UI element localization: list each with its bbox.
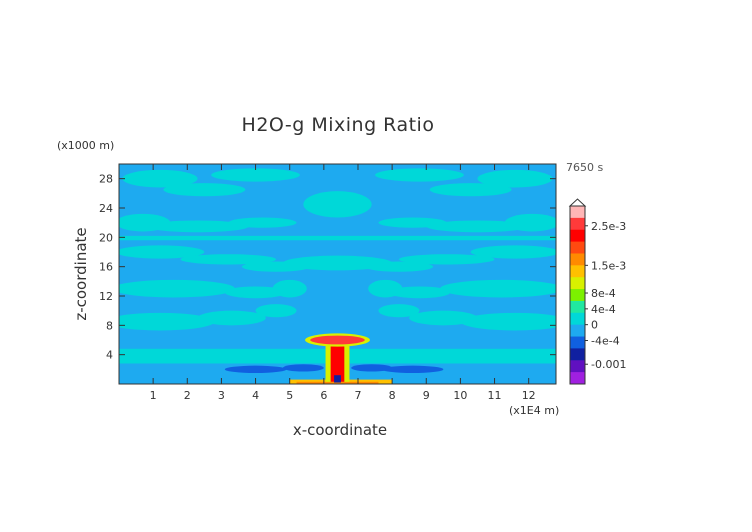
- colorbar-arrow: [568, 198, 587, 207]
- colorbar-swatch: [570, 265, 585, 278]
- colorbar-frame: [569, 205, 586, 385]
- plume-cap: [310, 335, 365, 345]
- moist-region: [180, 254, 277, 265]
- colorbar-swatch: [570, 300, 585, 314]
- moist-region: [224, 286, 287, 299]
- colorbar-swatch: [570, 372, 585, 385]
- colorbar-swatch: [570, 241, 585, 254]
- colorbar-swatch: [570, 217, 585, 231]
- y-axis-ticks: 4 8 12 16 20 24 28: [99, 173, 556, 362]
- moist-region: [119, 245, 205, 259]
- x-tick-label: 6: [320, 389, 327, 402]
- moist-region: [368, 279, 403, 298]
- colorbar-label: 1.5e-3: [591, 259, 626, 272]
- surface-band: [296, 381, 379, 384]
- moist-region: [163, 183, 246, 197]
- y-tick-label: 8: [106, 319, 113, 332]
- colorbar-swatch: [570, 324, 585, 338]
- moist-region: [146, 220, 249, 233]
- moist-region: [211, 168, 300, 182]
- x-tick-label: 12: [522, 389, 536, 402]
- moist-region: [477, 169, 553, 188]
- y-tick-label: 16: [99, 261, 113, 274]
- x-tick-label: 9: [423, 389, 430, 402]
- dry-region: [351, 364, 393, 372]
- dry-region: [224, 365, 287, 374]
- moist-region: [303, 191, 372, 218]
- moist-region: [470, 245, 556, 259]
- moist-region: [282, 255, 393, 271]
- x-tick-label: 3: [218, 389, 225, 402]
- moist-region: [439, 279, 556, 298]
- y-tick-label: 28: [99, 173, 113, 186]
- colorbar-swatch: [570, 348, 585, 361]
- colorbar-swatch: [570, 336, 585, 349]
- moist-region: [119, 279, 236, 298]
- plot-frame: [118, 163, 557, 385]
- colorbar-swatch: [570, 312, 585, 326]
- time-label: 7650 s: [566, 161, 604, 174]
- x-tick-label: 4: [252, 389, 259, 402]
- dry-region: [381, 365, 444, 374]
- moist-region: [255, 304, 297, 318]
- x-tick-label: 8: [389, 389, 396, 402]
- x-tick-label: 10: [453, 389, 467, 402]
- colorbar-swatch: [570, 206, 585, 219]
- plume-stem: [330, 343, 345, 382]
- moist-region: [119, 312, 215, 331]
- y-axis-unit: (x1000 m): [57, 139, 115, 152]
- colorbar-swatch: [570, 289, 585, 302]
- x-axis-label: x-coordinate: [292, 421, 388, 439]
- moist-region: [378, 217, 447, 228]
- dry-region: [282, 364, 324, 372]
- chart-title: H2O-g Mixing Ratio: [241, 114, 435, 136]
- colorbar-label: 2.5e-3: [591, 220, 626, 233]
- moist-region: [409, 310, 478, 326]
- moist-region: [378, 304, 420, 318]
- moist-region: [122, 169, 198, 188]
- colorbar-swatch: [570, 360, 585, 373]
- y-tick-label: 24: [99, 202, 113, 215]
- moist-region: [272, 279, 307, 298]
- moist-region: [426, 220, 529, 233]
- x-tick-label: 1: [150, 389, 157, 402]
- colorbar-label: -4e-4: [591, 334, 620, 347]
- colorbar-label: 4e-4: [591, 303, 616, 316]
- colorbar-label: 0: [591, 319, 598, 332]
- y-tick-label: 4: [106, 349, 113, 362]
- x-tick-label: 5: [286, 389, 293, 402]
- x-axis-unit: (x1E4 m): [509, 404, 560, 417]
- moist-region: [429, 183, 512, 197]
- moist-region: [228, 217, 297, 228]
- moist-region: [460, 312, 556, 331]
- colorbar-swatch: [570, 253, 585, 266]
- y-tick-label: 20: [99, 231, 113, 244]
- plume-base: [334, 375, 341, 383]
- colorbar-swatch: [570, 229, 585, 243]
- colorbar-label: 8e-4: [591, 287, 616, 300]
- moist-region: [197, 310, 266, 326]
- x-tick-label: 7: [354, 389, 361, 402]
- moist-region: [388, 286, 451, 299]
- x-tick-label: 2: [184, 389, 191, 402]
- moist-region: [375, 168, 464, 182]
- colorbar-label: -0.001: [591, 358, 626, 371]
- colorbar: 2.5e-3 1.5e-3 8e-4 4e-4 0 -4e-4 -0.001: [568, 198, 626, 385]
- moist-region: [398, 254, 495, 265]
- colorbar-swatch: [570, 277, 585, 290]
- heatmap-field: [119, 164, 556, 384]
- y-tick-label: 12: [99, 290, 113, 303]
- x-axis-ticks: 1 2 3 4 5 6 7 8 9 10 11 12: [150, 164, 536, 402]
- x-tick-label: 11: [488, 389, 502, 402]
- moist-band: [119, 235, 556, 241]
